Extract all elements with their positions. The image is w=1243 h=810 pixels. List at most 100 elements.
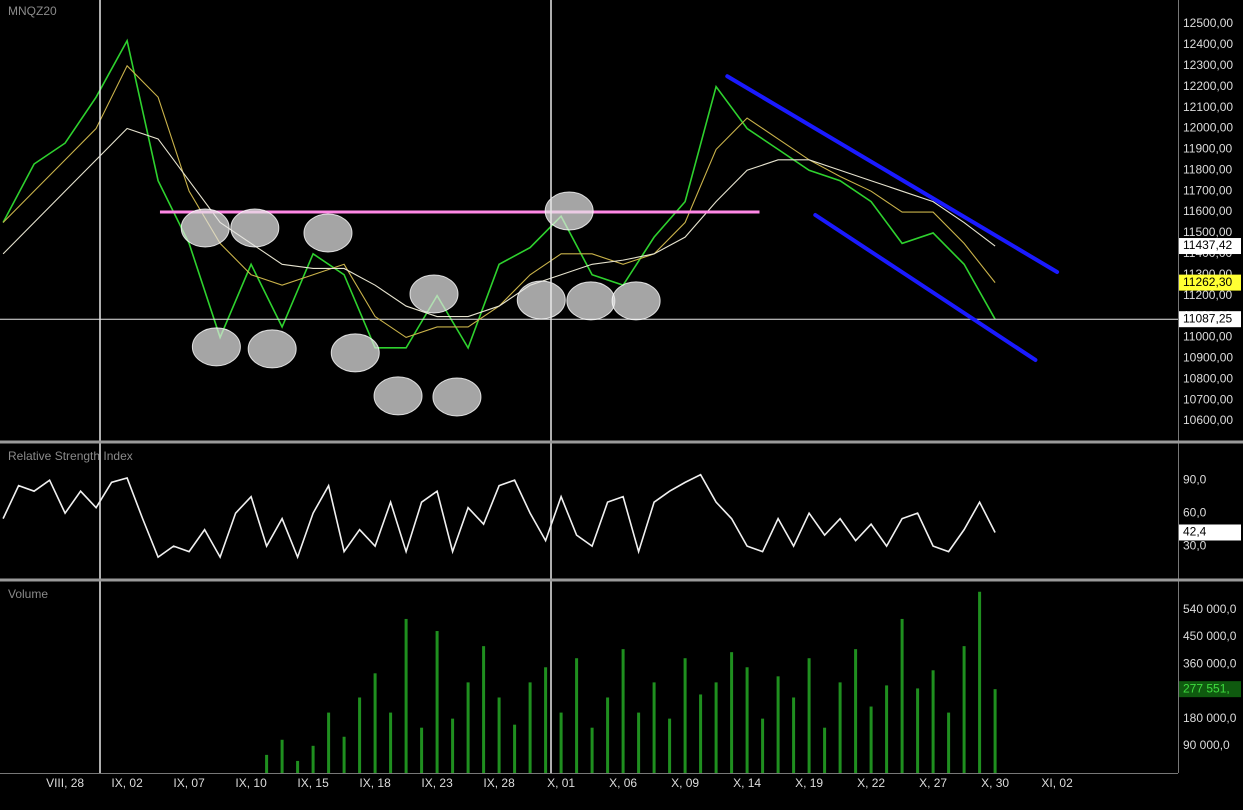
y-tick-label: 12100,00 bbox=[1183, 100, 1233, 114]
y-tick-label: 11500,00 bbox=[1183, 225, 1232, 239]
x-tick-label: X, 06 bbox=[609, 776, 637, 790]
panel-title: Relative Strength Index bbox=[8, 449, 133, 463]
y-tick-label: 11000,00 bbox=[1183, 330, 1232, 344]
panel-title: Volume bbox=[8, 587, 48, 601]
volume-bar bbox=[947, 712, 951, 773]
highlight-ellipse bbox=[303, 213, 353, 253]
y-tick-label: 12300,00 bbox=[1183, 58, 1233, 72]
volume-bar bbox=[606, 697, 610, 773]
x-tick-label: IX, 18 bbox=[359, 776, 391, 790]
volume-bar bbox=[559, 712, 563, 773]
y-tick-label: 11200,00 bbox=[1183, 288, 1232, 302]
volume-bar bbox=[513, 724, 517, 773]
volume-bar bbox=[451, 718, 455, 773]
highlight-ellipse bbox=[247, 329, 297, 369]
panel-title: MNQZ20 bbox=[8, 4, 57, 18]
volume-bar bbox=[993, 689, 997, 773]
y-tick-label: 450 000,0 bbox=[1183, 629, 1237, 643]
volume-bar bbox=[776, 676, 780, 773]
volume-bar bbox=[854, 649, 858, 773]
highlight-ellipse bbox=[180, 208, 230, 248]
volume-bar bbox=[311, 745, 315, 773]
x-tick-label: X, 19 bbox=[795, 776, 823, 790]
volume-bar bbox=[869, 706, 873, 773]
value-badge-label: 11087,25 bbox=[1183, 311, 1232, 325]
y-tick-label: 540 000,0 bbox=[1183, 602, 1237, 616]
highlight-ellipse bbox=[191, 327, 241, 367]
x-tick-label: IX, 02 bbox=[111, 776, 143, 790]
volume-bar bbox=[590, 727, 594, 773]
volume-bar bbox=[404, 618, 408, 773]
series-line bbox=[2, 127, 996, 318]
highlight-ellipse bbox=[516, 280, 566, 320]
value-badge bbox=[1179, 524, 1241, 541]
volume-bar bbox=[885, 685, 889, 773]
volume-bar bbox=[389, 712, 393, 773]
y-tick-label: 11600,00 bbox=[1183, 204, 1232, 218]
y-tick-label: 11800,00 bbox=[1183, 162, 1232, 176]
highlight-ellipse bbox=[566, 281, 616, 321]
value-badge bbox=[1179, 238, 1241, 255]
y-tick-label: 12200,00 bbox=[1183, 79, 1233, 93]
highlight-ellipse bbox=[330, 333, 380, 373]
volume-bar bbox=[962, 646, 966, 773]
x-tick-label: VIII, 28 bbox=[46, 776, 84, 790]
volume-bar bbox=[761, 718, 765, 773]
y-tick-label: 12000,00 bbox=[1183, 121, 1233, 135]
volume-bar bbox=[652, 682, 656, 773]
channel-line bbox=[813, 212, 1038, 362]
value-badge-label: 277 551, bbox=[1183, 681, 1230, 695]
y-tick-label: 10900,00 bbox=[1183, 350, 1233, 364]
volume-bar bbox=[807, 658, 811, 773]
volume-bar bbox=[327, 712, 331, 773]
volume-bar bbox=[745, 667, 749, 773]
highlight-ellipse bbox=[373, 376, 423, 416]
volume-bar bbox=[482, 646, 486, 773]
y-tick-label: 11900,00 bbox=[1183, 142, 1232, 156]
volume-bar bbox=[544, 667, 548, 773]
value-badge bbox=[1179, 311, 1241, 328]
volume-bar bbox=[900, 618, 904, 773]
series-line bbox=[2, 38, 996, 350]
volume-bar bbox=[730, 652, 734, 773]
x-tick-label: X, 09 bbox=[671, 776, 699, 790]
volume-bar bbox=[714, 682, 718, 773]
volume-bar bbox=[838, 682, 842, 773]
volume-bar bbox=[668, 718, 672, 773]
y-tick-label: 12400,00 bbox=[1183, 37, 1233, 51]
y-tick-label: 180 000,0 bbox=[1183, 711, 1237, 725]
highlight-ellipse bbox=[432, 377, 482, 417]
volume-bar bbox=[637, 712, 641, 773]
volume-bar bbox=[280, 739, 284, 773]
volume-bar bbox=[265, 754, 269, 773]
x-tick-label: X, 22 bbox=[857, 776, 885, 790]
highlight-ellipse bbox=[230, 208, 280, 248]
volume-bar bbox=[435, 631, 439, 773]
y-tick-label: 10600,00 bbox=[1183, 413, 1233, 427]
volume-bar bbox=[528, 682, 532, 773]
x-tick-label: IX, 10 bbox=[235, 776, 267, 790]
channel-line bbox=[725, 74, 1060, 275]
value-badge-label: 11262,30 bbox=[1183, 275, 1232, 289]
volume-bar bbox=[792, 697, 796, 773]
x-tick-label: X, 01 bbox=[547, 776, 575, 790]
volume-bar bbox=[683, 658, 687, 773]
highlight-ellipse bbox=[409, 274, 459, 314]
y-tick-label: 60,0 bbox=[1183, 505, 1207, 519]
volume-bar bbox=[466, 682, 470, 773]
highlight-ellipse bbox=[544, 191, 594, 231]
x-tick-label: IX, 28 bbox=[483, 776, 515, 790]
volume-bar bbox=[978, 591, 982, 773]
y-tick-label: 90,0 bbox=[1183, 472, 1207, 486]
x-tick-label: X, 27 bbox=[919, 776, 947, 790]
y-tick-label: 10800,00 bbox=[1183, 371, 1233, 385]
x-tick-label: IX, 07 bbox=[173, 776, 205, 790]
volume-bar bbox=[916, 688, 920, 773]
value-badge-label: 42,4 bbox=[1183, 525, 1207, 539]
volume-bar bbox=[373, 673, 377, 773]
y-tick-label: 11700,00 bbox=[1183, 183, 1232, 197]
volume-bar bbox=[342, 736, 346, 773]
